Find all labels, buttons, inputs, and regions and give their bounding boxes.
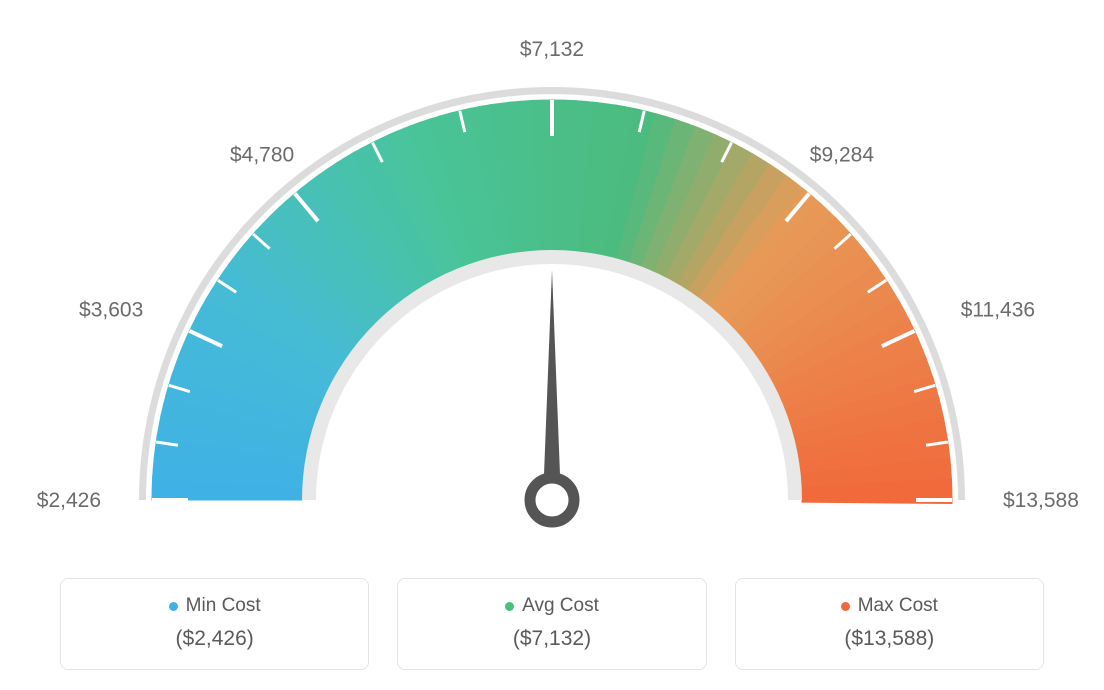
gauge-tick-label: $7,132 xyxy=(520,38,584,61)
gauge-svg: $2,426 $3,603 $4,780 $7,132 $9,284 $11,436 $13… xyxy=(0,0,1104,560)
legend-card-max: Max Cost ($13,588) xyxy=(735,578,1044,670)
legend-card-min: Min Cost ($2,426) xyxy=(60,578,369,670)
gauge-tick-label: $4,780 xyxy=(230,144,294,167)
gauge-needle xyxy=(543,270,561,500)
gauge-tick-label: $11,436 xyxy=(961,298,1035,321)
gauge-chart: $2,426 $3,603 $4,780 $7,132 $9,284 $11,436 $13… xyxy=(0,0,1104,560)
gauge-tick-label: $13,588 xyxy=(1003,489,1079,512)
dot-icon xyxy=(505,602,514,611)
legend-value-max: ($13,588) xyxy=(756,627,1023,651)
legend-card-avg: Avg Cost ($7,132) xyxy=(397,578,706,670)
legend-value-avg: ($7,132) xyxy=(418,627,685,651)
legend-label-avg: Avg Cost xyxy=(505,595,599,617)
legend-label-text: Avg Cost xyxy=(522,595,599,617)
legend-label-text: Max Cost xyxy=(858,595,938,617)
gauge-tick-label: $9,284 xyxy=(810,144,875,167)
legend-row: Min Cost ($2,426) Avg Cost ($7,132) Max … xyxy=(0,578,1104,670)
gauge-tick-label: $2,426 xyxy=(37,489,101,512)
gauge-needle-base xyxy=(530,478,574,522)
gauge-tick-label: $3,603 xyxy=(79,298,143,321)
dot-icon xyxy=(841,602,850,611)
legend-label-min: Min Cost xyxy=(169,595,261,617)
legend-label-max: Max Cost xyxy=(841,595,938,617)
legend-label-text: Min Cost xyxy=(186,595,261,617)
legend-value-min: ($2,426) xyxy=(81,627,348,651)
dot-icon xyxy=(169,602,178,611)
